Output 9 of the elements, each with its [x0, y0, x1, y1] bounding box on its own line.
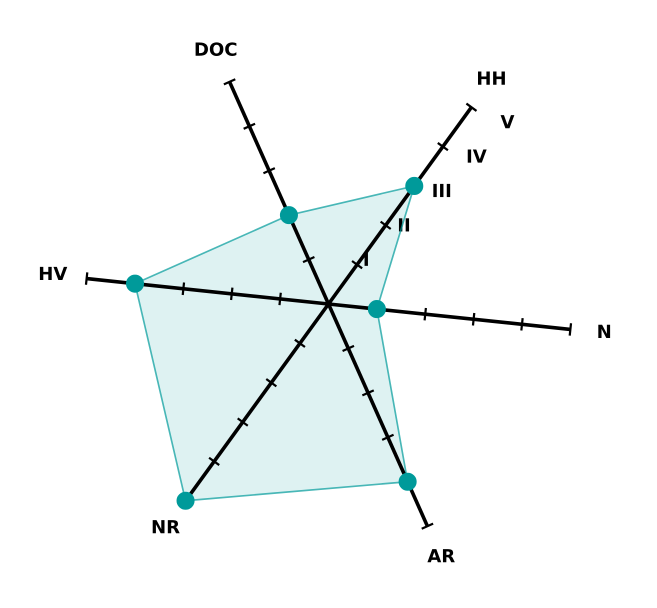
- spoke-label: HH: [478, 72, 505, 85]
- spoke-label: HV: [40, 266, 68, 280]
- spoke-label: AR: [427, 549, 455, 562]
- spoke-label: N: [598, 324, 610, 338]
- y-tick-label: V: [500, 115, 514, 128]
- spoke-label: DOC: [196, 42, 236, 56]
- y-tick-label: III: [433, 184, 450, 198]
- spoke-label: NR: [152, 520, 180, 534]
- y-tick-label: IV: [468, 150, 487, 163]
